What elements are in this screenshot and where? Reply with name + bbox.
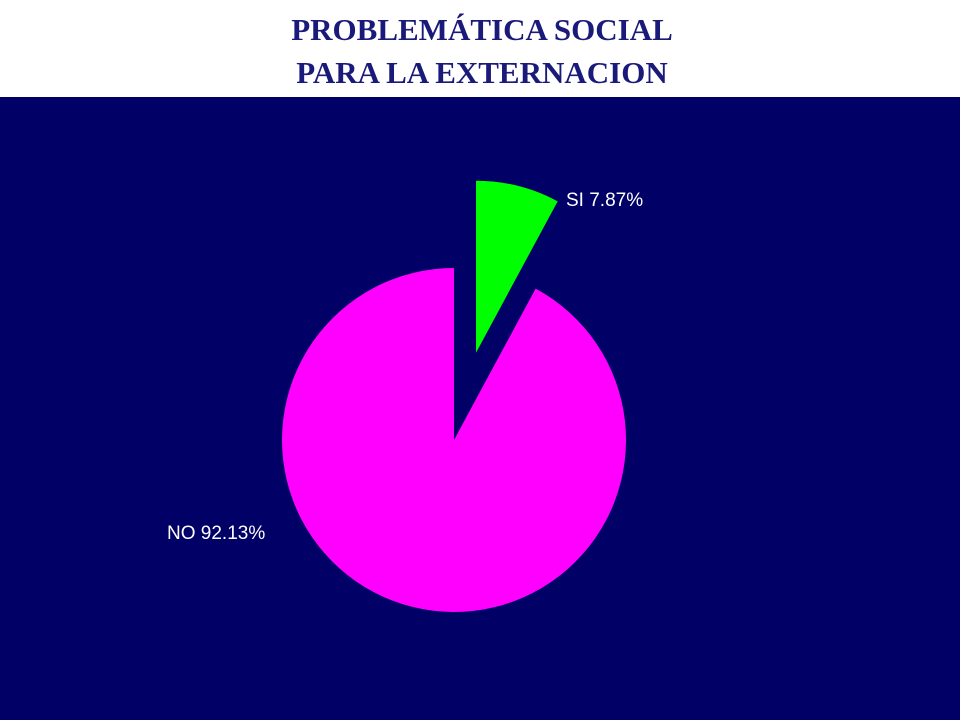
data-label: SI 7.87% <box>566 190 643 211</box>
pie-slice <box>476 180 558 353</box>
chart-title: PARA LA EXTERNACION <box>296 55 667 90</box>
data-label: NO 92.13% <box>167 523 265 544</box>
pie-slice <box>281 268 626 612</box>
title-band <box>0 0 960 97</box>
chart-title: PROBLEMÁTICA SOCIAL <box>291 12 673 47</box>
